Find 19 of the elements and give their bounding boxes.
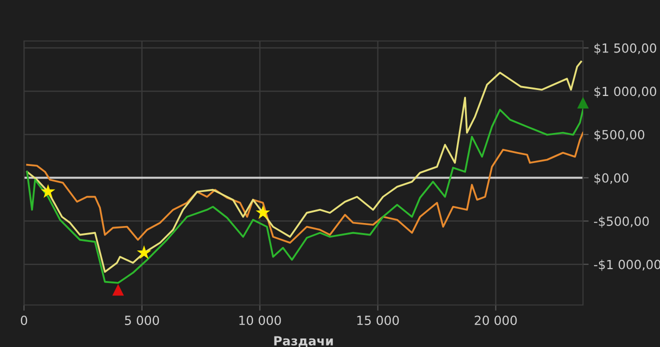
x-tick-label: 20 000 xyxy=(474,316,517,326)
x-tick-label: 5 000 xyxy=(125,316,159,326)
line-series xyxy=(26,60,582,273)
line-series xyxy=(26,108,583,284)
point xyxy=(112,284,124,296)
x-tick-label: 0 xyxy=(20,316,28,326)
point xyxy=(136,245,152,259)
point xyxy=(40,184,56,198)
point xyxy=(256,205,270,219)
line-series xyxy=(26,132,583,244)
y-tick-label: $1 000,00 xyxy=(594,86,656,98)
x-tick-label: 15 000 xyxy=(357,316,399,326)
point xyxy=(577,96,589,109)
y-tick-label: -$500,00 xyxy=(594,216,649,228)
y-tick-label: $0,00 xyxy=(594,173,628,184)
x-axis-title: Раздачи xyxy=(274,336,333,347)
x-tick-label: 10 000 xyxy=(239,316,281,326)
y-tick-label: $1 500,00 xyxy=(594,43,656,55)
y-tick-label: $500,00 xyxy=(594,130,644,142)
